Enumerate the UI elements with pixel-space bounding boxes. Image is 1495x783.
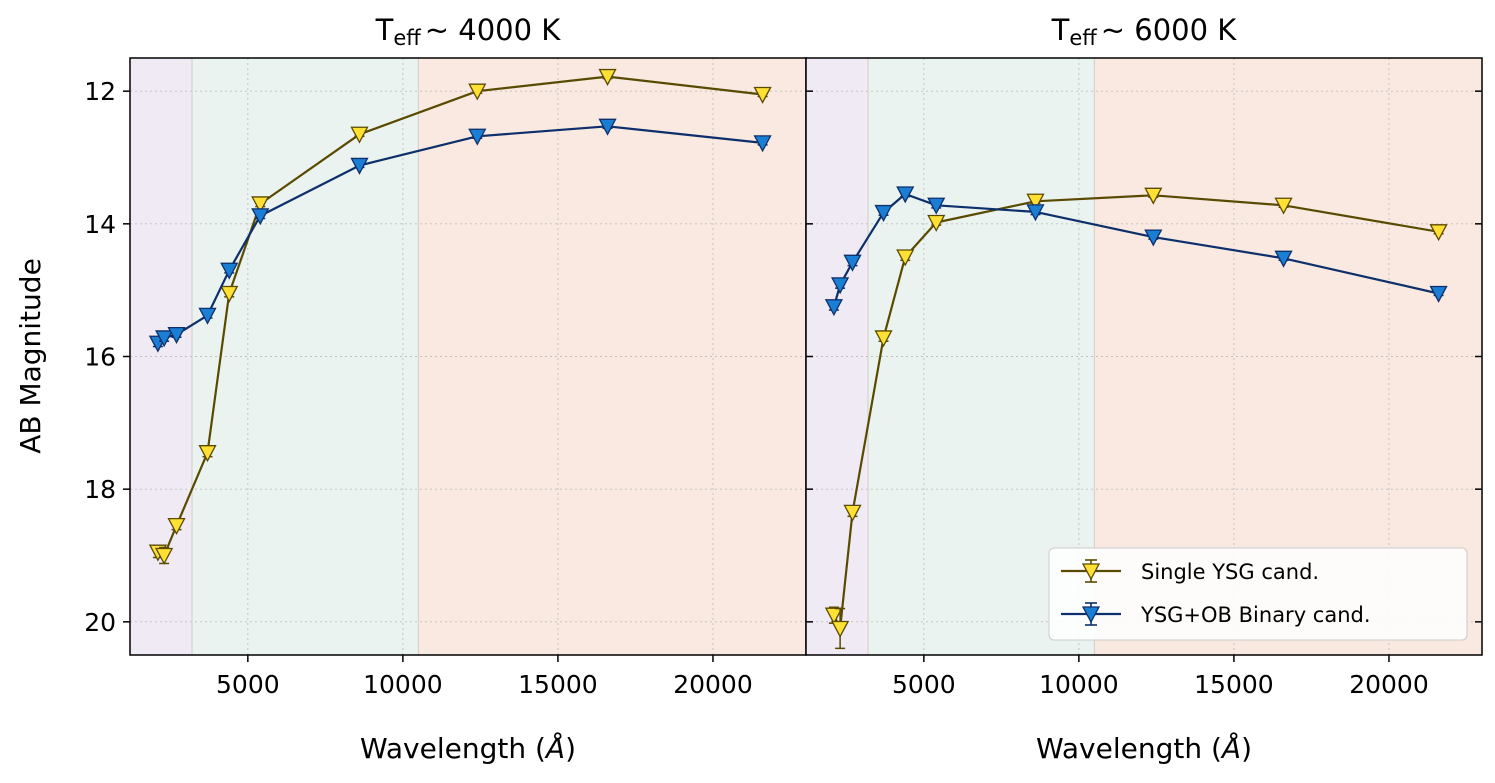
data-point-marker <box>468 83 487 101</box>
legend-entry-single-ysg: Single YSG cand. <box>1061 559 1319 584</box>
data-point-marker <box>198 445 217 463</box>
x-tick-label: 15000 <box>1194 670 1274 699</box>
legend-label: Single YSG cand. <box>1141 560 1319 584</box>
series-binary <box>148 118 772 353</box>
legend-marker <box>1081 606 1101 624</box>
x-tick-label: 15000 <box>518 670 598 699</box>
series-single-ysg <box>824 187 1448 650</box>
data-point-marker <box>896 186 915 204</box>
data-point-marker <box>167 518 186 536</box>
legend: Single YSG cand. YSG+OB Binary cand. <box>1048 547 1468 641</box>
data-point-marker <box>896 249 915 267</box>
panel-title: Teff ~ 4000 K <box>375 13 562 50</box>
data-point-marker <box>198 307 217 325</box>
data-point-marker <box>1429 285 1448 303</box>
series-layer <box>148 68 772 565</box>
data-point-marker <box>1026 193 1045 211</box>
data-point-marker <box>155 330 174 348</box>
data-point-marker <box>167 326 186 344</box>
data-point-marker <box>1144 229 1163 247</box>
x-tick-label: 5000 <box>216 670 280 699</box>
data-point-marker <box>220 262 239 280</box>
legend-box <box>1048 547 1468 641</box>
x-tick-label: 20000 <box>1349 670 1429 699</box>
data-point-marker <box>927 197 946 215</box>
title-subscript: eff <box>1069 26 1097 50</box>
series-single-ysg <box>148 68 772 565</box>
y-axis-ticks <box>806 90 1482 623</box>
data-point-marker <box>350 126 369 144</box>
x-tick-label: 10000 <box>1039 670 1119 699</box>
x-axis-ticks: 5000 10000 15000 20000 <box>216 655 753 699</box>
title-t: T <box>375 13 394 47</box>
data-point-marker <box>831 277 850 295</box>
xlabel-end: ) <box>1241 732 1252 765</box>
title-t: T <box>1051 13 1070 47</box>
y-tick-label: 16 <box>84 343 116 372</box>
xlabel-unit: Å <box>544 731 565 765</box>
xlabel-unit: Å <box>1220 731 1241 765</box>
title-subscript: eff <box>393 26 421 50</box>
y-tick-label: 14 <box>84 210 116 239</box>
xlabel-main: Wavelength ( <box>360 732 546 765</box>
x-tick-label: 5000 <box>892 670 956 699</box>
panel-teff-4000: 5000 10000 15000 20000 12 14 16 18 20 Teff ~ 400… <box>84 13 807 765</box>
x-axis-ticks: 5000 10000 15000 20000 <box>892 655 1429 699</box>
series-line <box>832 192 1439 308</box>
data-point-marker <box>843 254 862 272</box>
grid-lines <box>130 58 806 655</box>
data-point-marker <box>753 135 772 153</box>
data-point-marker <box>350 157 369 175</box>
data-point-marker <box>874 330 893 348</box>
data-point-marker <box>468 128 487 146</box>
panel-title: Teff ~ 6000 K <box>1051 13 1238 50</box>
series-line <box>157 75 763 557</box>
series-line <box>157 125 763 345</box>
series-binary <box>824 186 1448 317</box>
data-point-marker <box>831 620 850 638</box>
xlabel-end: ) <box>565 732 576 765</box>
title-rest: ~ 6000 K <box>1101 13 1238 47</box>
data-point-marker <box>598 68 617 86</box>
x-tick-label: 20000 <box>673 670 753 699</box>
data-point-marker <box>874 204 893 222</box>
data-point-marker <box>251 208 270 226</box>
legend-entry-binary: YSG+OB Binary cand. <box>1061 602 1371 627</box>
data-point-marker <box>1429 224 1448 242</box>
data-point-marker <box>824 299 843 317</box>
data-point-marker <box>598 118 617 136</box>
y-tick-label: 18 <box>84 475 116 504</box>
title-rest: ~ 4000 K <box>425 13 562 47</box>
data-point-marker <box>1274 197 1293 215</box>
data-point-marker <box>155 547 174 565</box>
data-point-marker <box>753 86 772 104</box>
x-axis-label: Wavelength (Å) <box>1036 731 1252 765</box>
legend-marker <box>1081 563 1101 581</box>
x-tick-label: 10000 <box>363 670 443 699</box>
data-point-marker <box>843 504 862 522</box>
y-axis-ticks: 12 14 16 18 20 <box>84 77 130 637</box>
y-axis-label: AB Magnitude <box>14 258 47 454</box>
data-point-marker <box>251 196 270 214</box>
data-point-marker <box>927 214 946 232</box>
x-axis-label: Wavelength (Å) <box>360 731 576 765</box>
panel-teff-6000: 5000 10000 15000 20000 Teff ~ 6000 K Wavelen… <box>805 13 1483 765</box>
legend-label: YSG+OB Binary cand. <box>1140 603 1371 627</box>
xlabel-main: Wavelength ( <box>1036 732 1222 765</box>
data-point-marker <box>220 285 239 303</box>
data-point-marker <box>1144 187 1163 205</box>
data-point-marker <box>1026 204 1045 222</box>
data-point-marker <box>1274 250 1293 268</box>
series-line <box>832 194 1439 630</box>
y-tick-label: 20 <box>84 608 116 637</box>
series-layer <box>824 186 1448 650</box>
y-tick-label: 12 <box>84 77 116 106</box>
data-point-marker <box>824 607 843 625</box>
